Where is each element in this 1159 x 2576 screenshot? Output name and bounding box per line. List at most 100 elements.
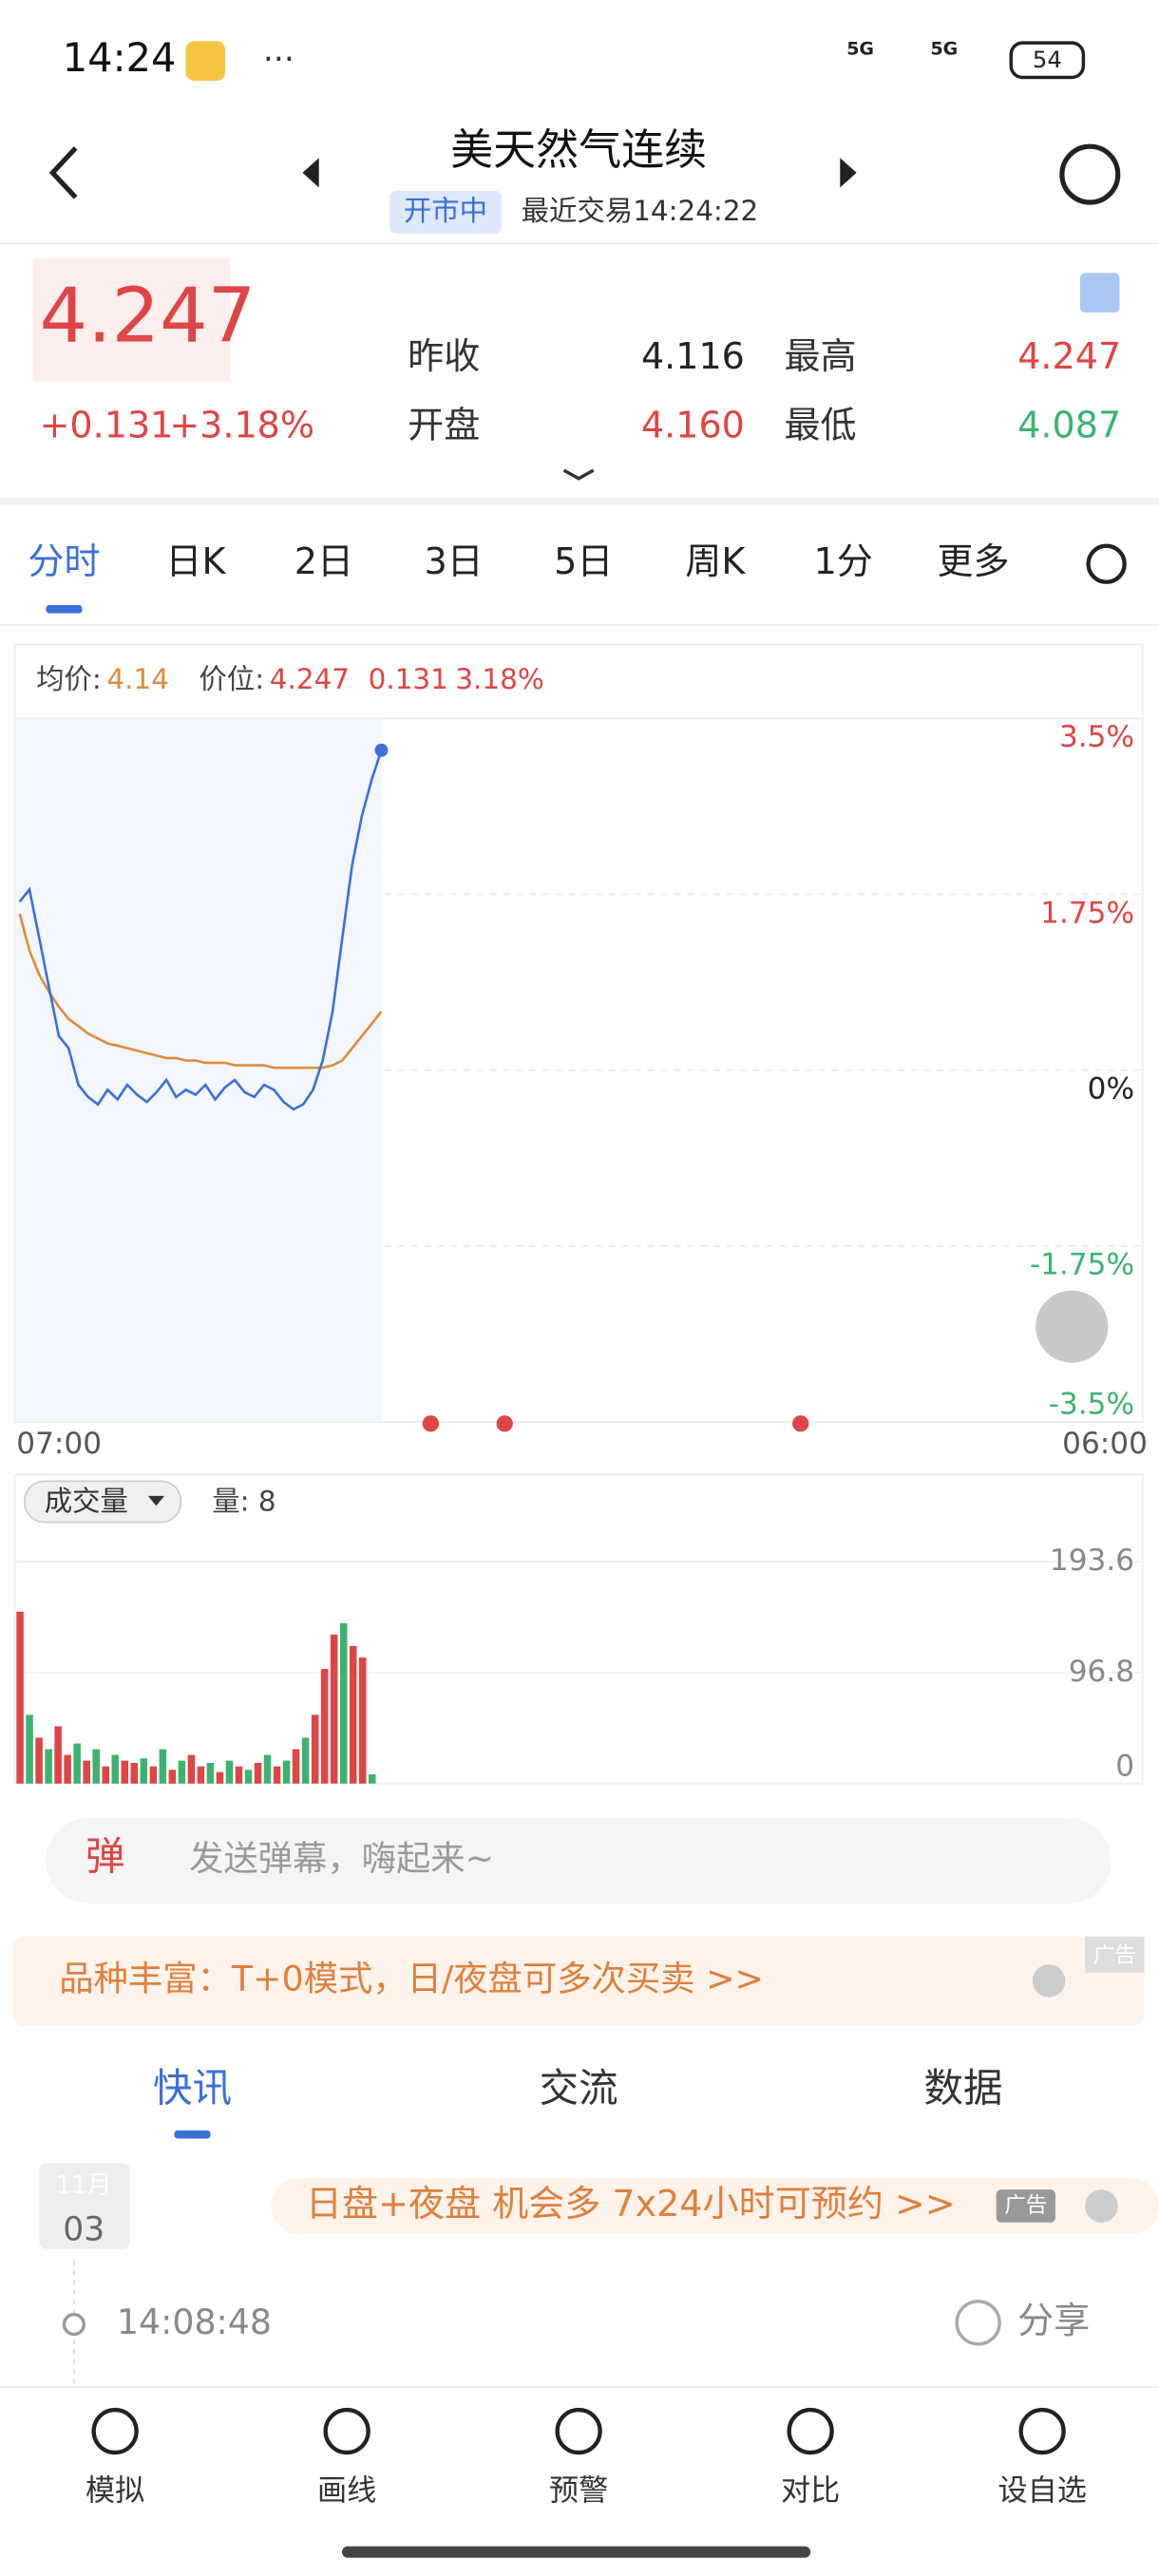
y-tick-label: 193.6 bbox=[1050, 1544, 1134, 1578]
home-indicator bbox=[341, 2546, 811, 2558]
nav-icon[interactable] bbox=[91, 2407, 139, 2455]
refresh-button[interactable] bbox=[1059, 143, 1121, 205]
news-tab[interactable]: 快讯 bbox=[153, 2064, 232, 2111]
nav-label[interactable]: 模拟 bbox=[86, 2474, 144, 2509]
tab[interactable]: 2日 bbox=[294, 540, 353, 582]
volume-bar bbox=[168, 1770, 177, 1784]
volume-bar bbox=[320, 1669, 329, 1784]
news-tab-indicator bbox=[174, 2130, 211, 2139]
volume-bar bbox=[301, 1737, 310, 1784]
price-label: 价位: bbox=[199, 663, 264, 695]
next-button[interactable] bbox=[840, 158, 857, 188]
volume-bar bbox=[140, 1758, 148, 1784]
tab[interactable]: 分时 bbox=[28, 540, 100, 582]
tab[interactable]: 5日 bbox=[554, 540, 613, 582]
volume-bar bbox=[121, 1760, 129, 1784]
volume-bar bbox=[254, 1763, 262, 1784]
price-value: 4.247 bbox=[270, 663, 350, 695]
last-point bbox=[374, 743, 389, 757]
volume-bar bbox=[45, 1749, 52, 1784]
prev-button[interactable] bbox=[302, 158, 319, 188]
volume-bar bbox=[311, 1714, 319, 1784]
nav-icon[interactable] bbox=[555, 2407, 602, 2455]
volume-bar bbox=[178, 1760, 186, 1784]
nav-icon[interactable] bbox=[1018, 2407, 1066, 2455]
y2-tick-label: 3.5% bbox=[1059, 720, 1134, 754]
field-value: 4.087 bbox=[1017, 405, 1121, 446]
news-ad-close[interactable] bbox=[1085, 2189, 1118, 2223]
y-tick-label: 0 bbox=[1115, 1749, 1134, 1783]
more-dots: ··· bbox=[263, 41, 294, 79]
fullscreen-button[interactable] bbox=[1036, 1290, 1109, 1363]
ad-banner[interactable] bbox=[12, 1936, 1145, 2026]
news-tab[interactable]: 数据 bbox=[924, 2064, 1003, 2111]
volume-bar bbox=[225, 1760, 234, 1784]
tabs: 分时 日K 2日 3日 5日 周K 1分 更多 bbox=[28, 540, 1009, 582]
volume-bar bbox=[73, 1743, 81, 1784]
volume-bar bbox=[273, 1766, 281, 1784]
nav-label[interactable]: 设自选 bbox=[998, 2474, 1086, 2509]
y-tick-label: 96.8 bbox=[1069, 1655, 1134, 1689]
nav-label[interactable]: 预警 bbox=[549, 2474, 608, 2509]
volume-bar bbox=[159, 1749, 167, 1784]
ad-text: 品种丰富：T+0模式，日/夜盘可多次买卖 >> bbox=[59, 1958, 764, 1998]
price-line bbox=[18, 749, 383, 1111]
ad-close[interactable] bbox=[1032, 1964, 1066, 1998]
expand-arrow[interactable] bbox=[562, 468, 595, 481]
last-trade: 最近交易14:24:22 bbox=[522, 195, 759, 227]
network-2: 5G bbox=[930, 39, 958, 60]
volume-bar bbox=[263, 1754, 272, 1784]
news-ad[interactable] bbox=[271, 2178, 1159, 2234]
timeline-dot bbox=[62, 2312, 86, 2337]
nav-icon[interactable] bbox=[787, 2407, 834, 2455]
change-value: 0.131 bbox=[369, 663, 448, 695]
field-label: 开盘 bbox=[408, 405, 480, 446]
news-tab[interactable]: 交流 bbox=[540, 2064, 618, 2111]
elapsed-area bbox=[16, 718, 382, 1423]
volume-bar bbox=[35, 1737, 43, 1784]
date-badge bbox=[39, 2163, 130, 2249]
dropdown-arrow bbox=[147, 1495, 165, 1506]
tab[interactable]: 更多 bbox=[937, 540, 1009, 582]
nav-label[interactable]: 画线 bbox=[317, 2474, 376, 2509]
last-price: 4.247 bbox=[40, 272, 256, 360]
tab[interactable]: 周K bbox=[685, 540, 746, 582]
volume-selector[interactable] bbox=[24, 1480, 182, 1524]
volume-bar bbox=[92, 1749, 100, 1784]
tab[interactable]: 日K bbox=[165, 540, 226, 582]
share[interactable]: 分享 bbox=[1017, 2300, 1090, 2341]
status-time: 14:24 bbox=[63, 34, 177, 81]
volume-chart: 193.6 96.8 0 bbox=[16, 1544, 1143, 1785]
volume-bar bbox=[235, 1766, 243, 1784]
y2-tick-label: 0% bbox=[1088, 1071, 1134, 1106]
nav-icon[interactable] bbox=[323, 2407, 370, 2455]
volume-bar bbox=[282, 1760, 291, 1784]
tab[interactable]: 1分 bbox=[814, 540, 873, 582]
event-marker[interactable] bbox=[496, 1415, 513, 1432]
field-label: 最低 bbox=[784, 405, 856, 446]
danmaku-icon: 弹 bbox=[86, 1832, 125, 1879]
change-pct: +3.18% bbox=[169, 405, 314, 446]
battery-level: 54 bbox=[1033, 47, 1062, 73]
event-marker[interactable] bbox=[422, 1415, 440, 1432]
x-tick-label: 06:00 bbox=[1062, 1427, 1148, 1461]
bottom-nav: 模拟 画线 预警 对比 设自选 bbox=[86, 2407, 1087, 2509]
info-icon[interactable] bbox=[1079, 273, 1120, 313]
divider bbox=[0, 498, 1159, 505]
danmaku-placeholder: 发送弹幕，嗨起来~ bbox=[189, 1838, 494, 1879]
tab-indicator bbox=[46, 604, 83, 614]
tab[interactable]: 3日 bbox=[424, 540, 483, 582]
share-icon[interactable] bbox=[955, 2300, 1001, 2346]
settings-button[interactable] bbox=[1086, 543, 1127, 584]
ad-tag-bg bbox=[1085, 1936, 1145, 1973]
danmaku-input[interactable] bbox=[46, 1818, 1112, 1904]
event-marker[interactable] bbox=[792, 1415, 809, 1432]
volume-bar bbox=[26, 1714, 33, 1784]
volume-bar bbox=[16, 1611, 24, 1784]
nav-label[interactable]: 对比 bbox=[781, 2474, 840, 2509]
news-ad-tag: 广告 bbox=[1004, 2193, 1047, 2218]
volume-bar bbox=[358, 1657, 367, 1784]
back-button[interactable] bbox=[48, 146, 78, 199]
volume-bar bbox=[349, 1645, 357, 1784]
